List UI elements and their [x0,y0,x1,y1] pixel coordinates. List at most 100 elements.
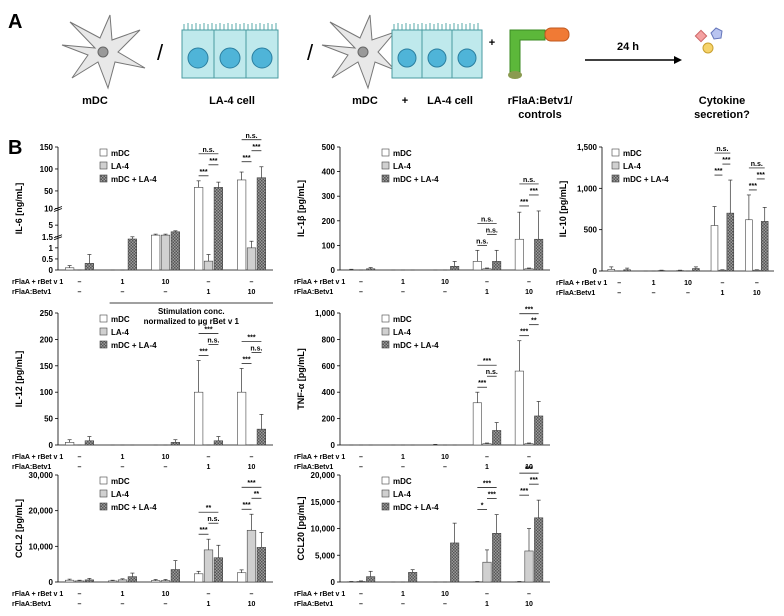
condition-label: – [686,290,690,297]
y-tick-label: 50 [44,187,53,196]
legend-label: mDC + LA-4 [393,341,439,350]
legend-swatch [381,340,390,349]
readout-label: Cytokine [699,95,745,107]
condition-label: – [250,454,254,461]
condition-label: – [485,454,489,461]
y-tick-label: 0.5 [42,255,54,264]
legend-swatch [381,314,390,323]
bar [213,187,223,271]
bar [127,576,137,583]
condition-name: rFlaA:Betv1 [12,289,51,296]
condition-label: – [401,601,405,608]
significance-label: n.s. [486,369,498,376]
significance-label: *** [199,349,207,356]
legend-swatch [381,161,390,170]
legend-swatch [99,340,108,349]
condition-label: 10 [525,289,533,296]
bar [710,225,719,272]
legend-label: LA-4 [111,162,129,171]
note: normalized to µg rBet v 1 [144,317,240,326]
condition-label: 1 [485,601,489,608]
y-tick-label: 10 [44,205,53,214]
condition-label: 10 [248,464,256,471]
legend-label: mDC + LA-4 [111,341,157,350]
protein [509,29,546,73]
significance-label: ** [531,318,537,325]
plus: + [402,95,408,107]
y-tick-label: 10,000 [29,542,54,551]
condition-name: rFlaA:Betv1 [12,601,51,608]
significance-label: *** [209,158,217,165]
condition-label: – [250,591,254,598]
bar [356,581,366,583]
panel-a: A mDC / LA-4 cell / mDC [8,11,750,121]
bar [151,234,161,271]
bar [524,268,534,271]
significance-label: *** [525,307,533,314]
condition-label: 1 [652,280,656,287]
significance-label: n.s. [202,147,214,154]
significance-label: *** [530,188,538,195]
condition-label: – [359,464,363,471]
legend-swatch [99,502,108,511]
significance-label: *** [242,502,250,509]
legend-label: LA-4 [393,162,411,171]
significance-label: *** [483,481,491,488]
y-tick-label: 1.5 [42,233,54,242]
cell-label: mDC [82,95,108,107]
legend-swatch [611,161,620,170]
bar [718,269,727,272]
significance-label: n.s. [751,161,763,168]
significance-label: *** [247,334,255,341]
y-tick-label: 400 [322,388,336,397]
bar [65,267,75,271]
condition-label: – [121,601,125,608]
y-axis-label: IL-6 [ng/mL] [14,183,24,235]
slash: / [307,40,314,65]
y-tick-label: 5,000 [315,551,336,560]
bar [194,573,204,583]
significance-label: *** [483,358,491,365]
y-axis-label: CCL2 [pg/mL] [14,499,24,558]
bar [256,428,266,446]
plus: + [489,37,495,49]
legend-label: mDC [393,477,412,486]
condition-label: 1 [207,464,211,471]
condition-label: – [164,464,168,471]
legend-swatch [381,476,390,485]
condition-label: – [443,601,447,608]
condition-label: – [359,279,363,286]
condition-label: 10 [441,454,449,461]
condition-name: rFlaA + rBet v 1 [294,279,345,286]
y-tick-label: 20,000 [29,507,54,516]
y-tick-label: 500 [584,226,598,235]
significance-label: *** [488,492,496,499]
significance-label: *** [722,157,730,164]
legend-label: mDC [111,477,130,486]
condition-name: rFlaA:Betv1 [294,464,333,471]
legend-label: mDC + LA-4 [623,175,669,184]
condition-name: rFlaA:Betv1 [12,464,51,471]
legend-label: mDC + LA-4 [111,175,157,184]
bar [84,263,94,271]
condition-label: – [485,591,489,598]
condition-label: – [78,464,82,471]
bar [514,238,524,271]
y-tick-label: 100 [322,241,336,250]
bar [492,261,502,271]
legend-swatch [99,174,108,183]
condition-label: 10 [162,454,170,461]
condition-label: 10 [162,591,170,598]
y-tick-label: 0 [49,578,54,587]
legend-swatch [99,314,108,323]
condition-label: – [720,280,724,287]
bar [514,370,524,446]
bar [194,187,204,271]
significance-label: *** [247,480,255,487]
condition-label: 10 [162,279,170,286]
bar [170,442,180,446]
y-tick-label: 0 [331,266,336,275]
condition-label: – [527,591,531,598]
epithelium [181,23,279,79]
y-tick-label: 30,000 [29,471,54,480]
